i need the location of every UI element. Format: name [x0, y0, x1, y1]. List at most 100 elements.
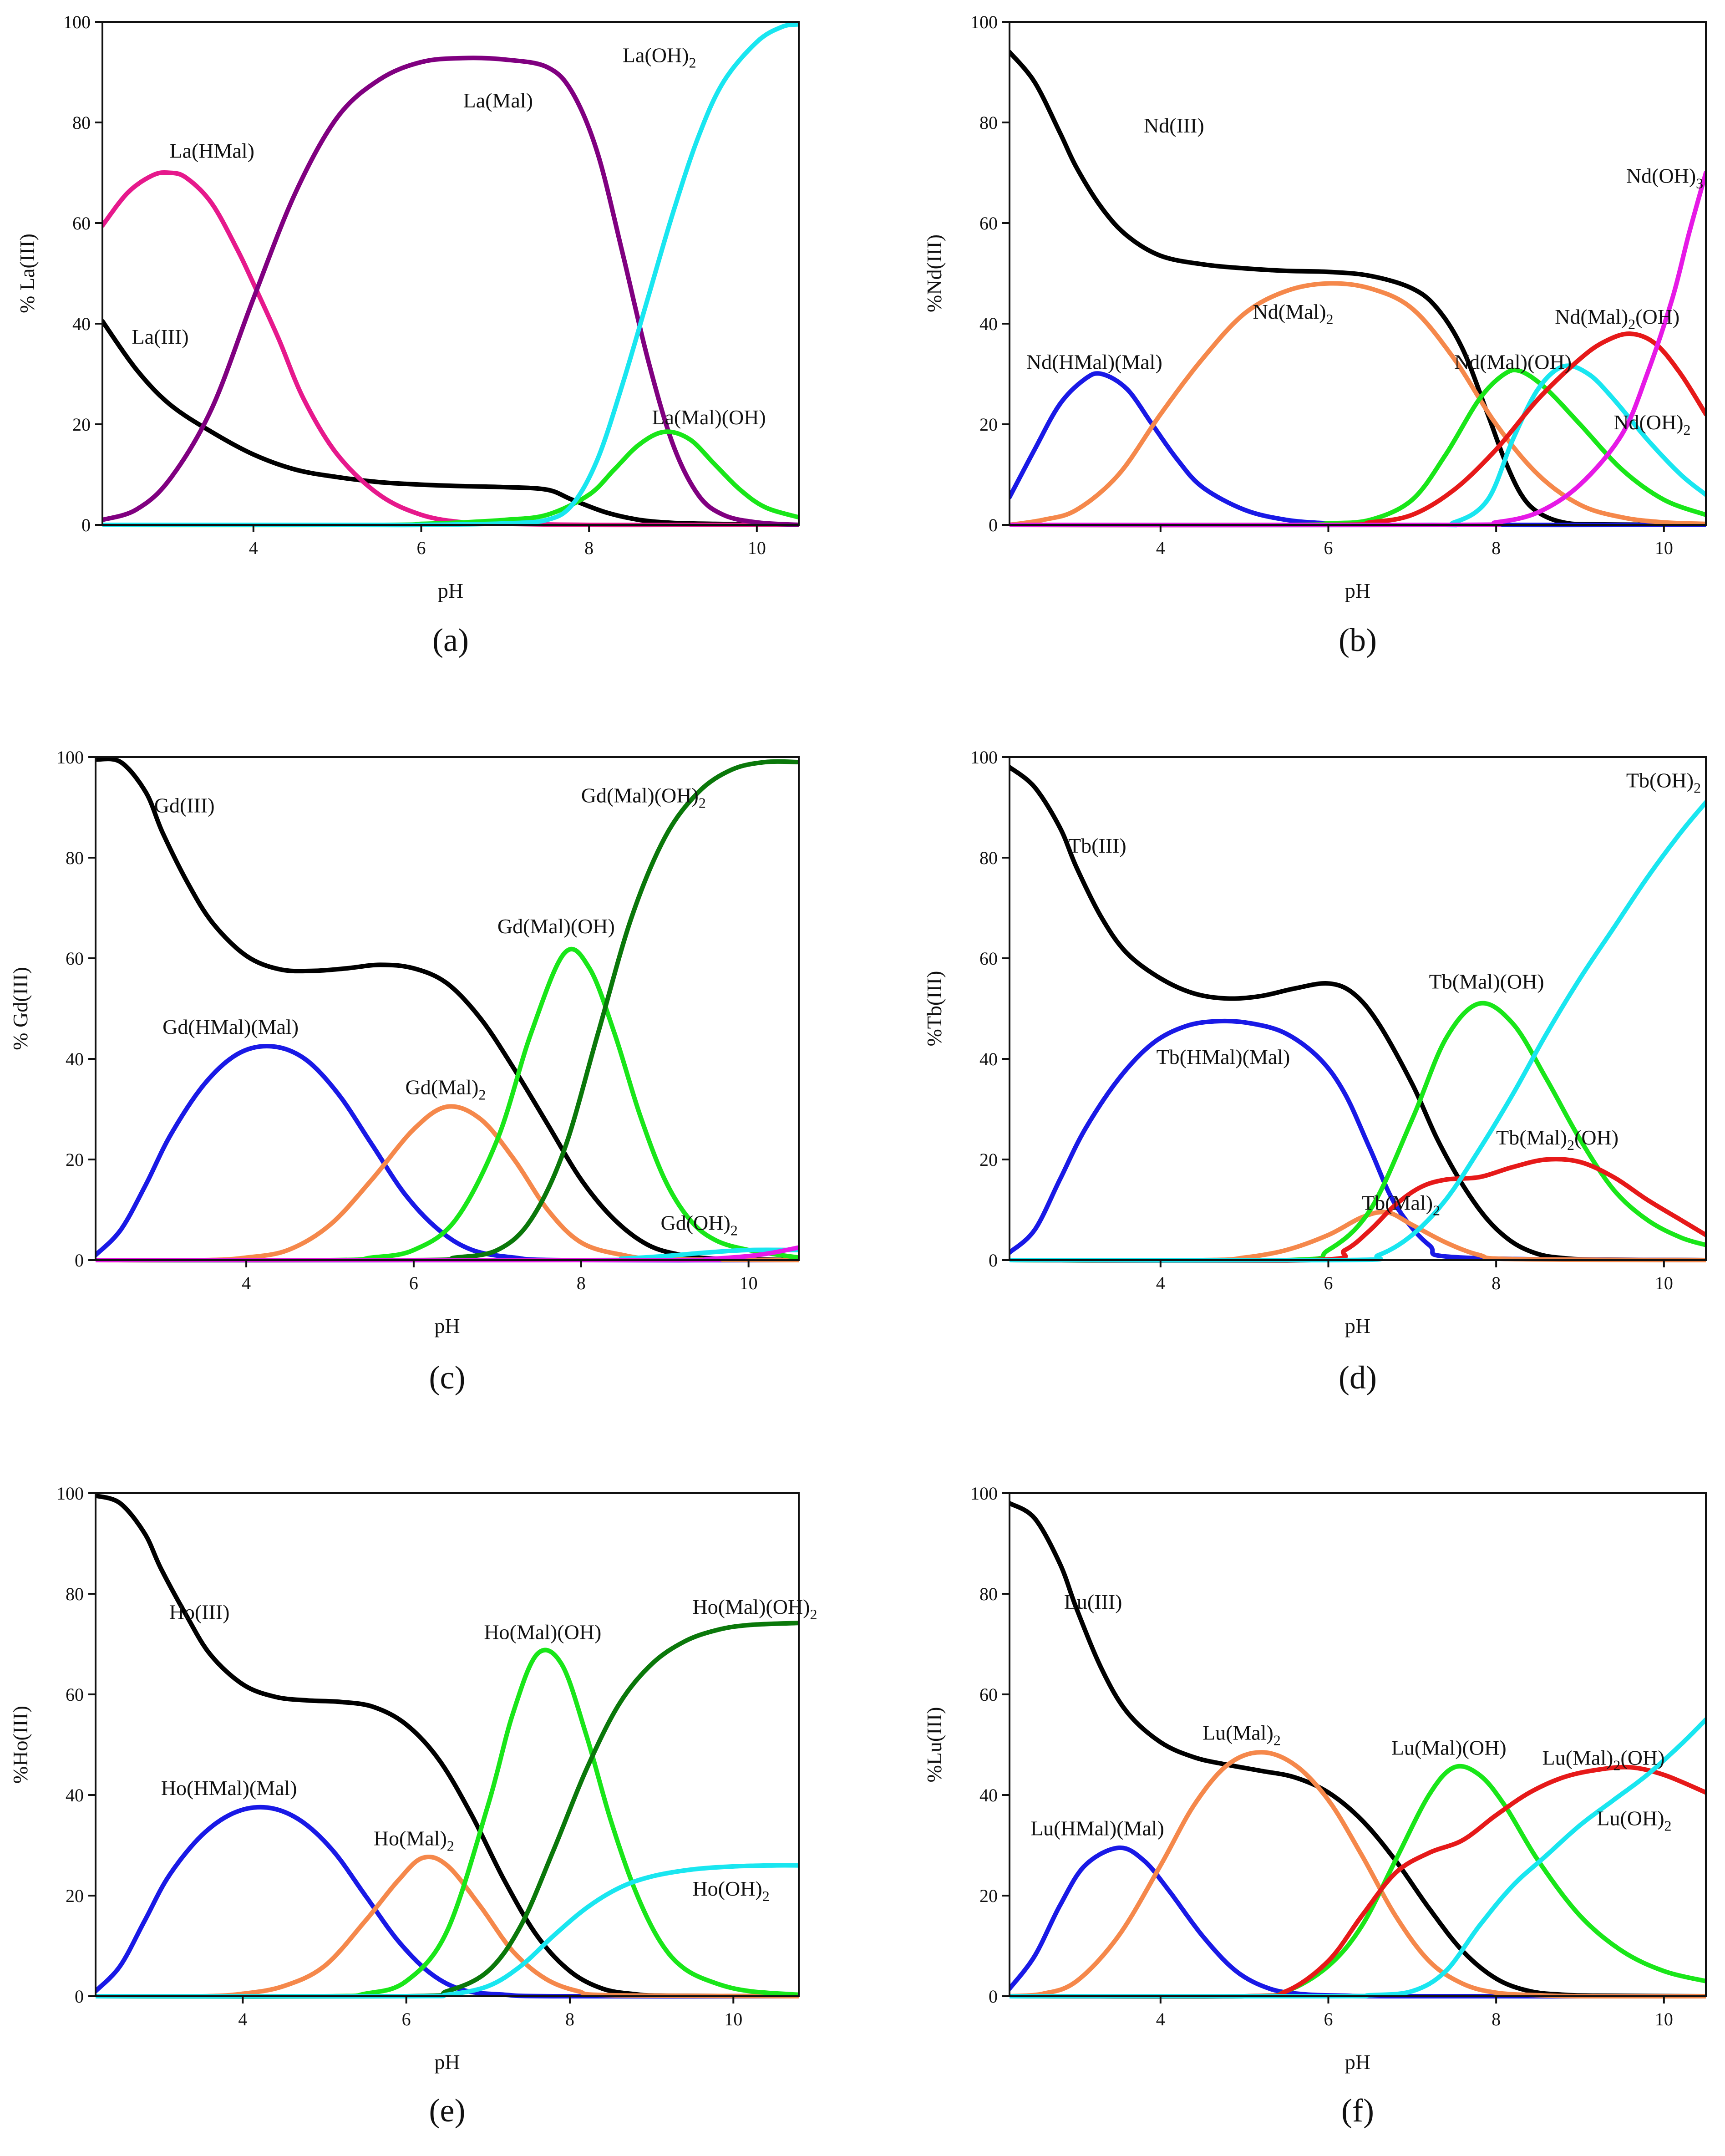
x-tick-label: 6 [1324, 2009, 1333, 2029]
series-line-tb-iii [1010, 765, 1706, 1262]
species-label: Gd(HMal)(Mal) [162, 1015, 299, 1038]
x-tick-label: 4 [1156, 538, 1165, 558]
plot-frame [95, 1492, 800, 1997]
species-label: Nd(Mal)2 [1253, 300, 1334, 327]
y-axis-title: %Tb(III) [923, 971, 946, 1046]
series-line-tb-hmal-mal [1010, 1018, 1706, 1262]
x-tick-label: 8 [584, 538, 594, 558]
y-tick-label: 40 [66, 1049, 84, 1069]
x-axis-title: pH [1345, 2050, 1370, 2074]
y-tick-label: 80 [979, 112, 998, 133]
series-line-ho-iii [96, 1493, 799, 1998]
series-line-ho-mal-oh [96, 1648, 799, 1999]
species-label: Nd(Mal)(OH) [1454, 350, 1572, 373]
panel-caption: (f) [1341, 2092, 1374, 2129]
chart-panel-e: 0 20 40 60 80 100 4 6 8 10 pH %Ho(III) Ho(III) Ho(HMa… [9, 1483, 817, 2129]
species-label: Lu(OH)2 [1597, 1806, 1671, 1834]
y-tick-label: 80 [66, 1584, 84, 1604]
series-line-ho-mal-2 [96, 1854, 799, 1999]
species-label: Ho(OH)2 [692, 1877, 769, 1904]
species-label: Tb(Mal)2 [1362, 1191, 1440, 1219]
y-tick-label: 0 [989, 1986, 998, 2007]
chart-panel-c: 0 20 40 60 80 100 4 6 8 10 pH % Gd(III) Gd(III) Gd(HM… [9, 747, 800, 1396]
y-axis-title: %Nd(III) [923, 234, 946, 312]
species-label: Ho(III) [169, 1600, 230, 1623]
species-label: Nd(OH)3 [1626, 164, 1703, 192]
y-tick-label: 0 [989, 1250, 998, 1271]
panel-caption: (c) [429, 1359, 466, 1396]
species-label: Nd(Mal)2(OH) [1555, 305, 1679, 332]
x-tick-label: 6 [1324, 1273, 1333, 1293]
x-tick-label: 8 [1492, 1273, 1501, 1293]
y-tick-label: 20 [72, 414, 91, 435]
chart-panel-a: 0 20 40 60 80 100 4 6 8 10 pH % La(III) La(HMal) La(I… [15, 12, 800, 658]
y-tick-label: 100 [56, 1483, 84, 1504]
species-label: Ho(Mal)(OH) [484, 1620, 601, 1643]
x-tick-label: 10 [740, 1273, 758, 1293]
series-line-lu-iii [1010, 1501, 1706, 1998]
species-label: La(Mal)(OH) [652, 406, 766, 429]
x-tick-label: 6 [409, 1273, 418, 1293]
y-tick-label: 80 [979, 1584, 998, 1604]
species-label: Lu(Mal)2 [1202, 1721, 1281, 1748]
series-line-nd-mal-2 [1010, 281, 1706, 527]
y-tick-label: 100 [63, 12, 91, 32]
series-line-la-mal [102, 56, 799, 527]
x-tick-label: 10 [1655, 538, 1673, 558]
species-label: Tb(Mal)2(OH) [1496, 1126, 1618, 1153]
x-axis-title: pH [1345, 1314, 1370, 1337]
y-tick-label: 40 [979, 314, 998, 334]
x-tick-label: 4 [249, 538, 258, 558]
y-tick-label: 0 [989, 515, 998, 535]
species-label: Lu(Mal)(OH) [1391, 1736, 1507, 1759]
y-tick-label: 0 [81, 515, 91, 535]
species-label: La(III) [132, 325, 189, 348]
y-tick-label: 60 [979, 948, 998, 969]
species-label: Nd(HMal)(Mal) [1026, 350, 1162, 373]
x-tick-label: 4 [238, 2009, 247, 2029]
species-label: Lu(III) [1064, 1590, 1122, 1613]
series-line-lu-mal-2 [1010, 1750, 1706, 1999]
species-label: Lu(Mal)2(OH) [1542, 1746, 1665, 1774]
panel-caption: (a) [432, 622, 469, 658]
x-tick-label: 6 [416, 538, 426, 558]
x-axis-title: pH [1345, 579, 1370, 602]
chart-panel-b: 0 20 40 60 80 100 4 6 8 10 pH %Nd(III) Nd(III) Nd(HMa… [923, 12, 1707, 658]
y-tick-label: 80 [72, 112, 91, 133]
species-label: Tb(HMal)(Mal) [1157, 1045, 1290, 1068]
x-tick-label: 8 [1492, 538, 1501, 558]
y-tick-label: 100 [56, 747, 84, 768]
y-axis-title: % Gd(III) [9, 967, 32, 1050]
species-label: Lu(HMal)(Mal) [1030, 1816, 1164, 1840]
species-label: Tb(III) [1068, 834, 1126, 857]
x-tick-label: 8 [1492, 2009, 1501, 2029]
x-tick-label: 10 [1655, 2009, 1673, 2029]
species-label: Ho(Mal)(OH)2 [692, 1595, 817, 1622]
y-tick-label: 40 [72, 314, 91, 334]
x-axis-title: pH [438, 579, 463, 602]
y-tick-label: 100 [970, 747, 998, 768]
chart-panel-f: 0 20 40 60 80 100 4 6 8 10 pH %Lu(III) Lu(III) Lu(HMa… [923, 1483, 1707, 2129]
x-tick-label: 10 [1655, 1273, 1673, 1293]
panel-caption: (b) [1339, 622, 1377, 658]
y-tick-label: 80 [979, 848, 998, 868]
y-axis-title: %Lu(III) [923, 1707, 946, 1782]
y-tick-label: 40 [66, 1785, 84, 1805]
y-tick-label: 20 [979, 414, 998, 435]
y-tick-label: 60 [979, 213, 998, 234]
y-tick-label: 20 [66, 1886, 84, 1906]
species-label: Gd(Mal)(OH) [497, 915, 615, 938]
y-axis-title: % La(III) [15, 234, 39, 313]
y-tick-label: 40 [979, 1049, 998, 1069]
x-tick-label: 8 [577, 1273, 586, 1293]
species-label: Gd(Mal)2 [406, 1075, 486, 1103]
y-tick-label: 20 [979, 1149, 998, 1170]
x-tick-label: 4 [1156, 2009, 1165, 2029]
species-label: Nd(III) [1144, 114, 1204, 137]
species-label: Gd(OH)2 [661, 1211, 738, 1239]
plot-frame [1009, 21, 1707, 526]
y-tick-label: 60 [66, 1684, 84, 1705]
x-tick-label: 6 [402, 2009, 411, 2029]
species-label: Gd(Mal)(OH)2 [581, 783, 706, 811]
chart-panel-d: 0 20 40 60 80 100 4 6 8 10 pH %Tb(III) Tb(III) Tb(HMa… [923, 747, 1707, 1396]
